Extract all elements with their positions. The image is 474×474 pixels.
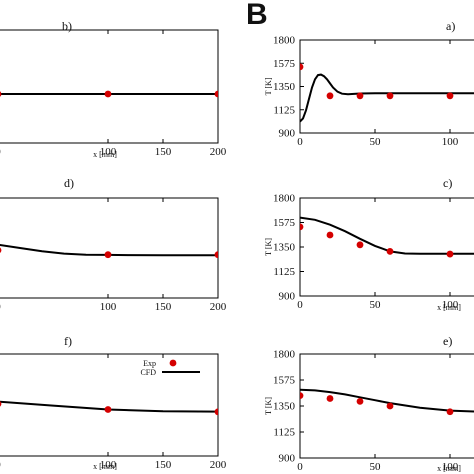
chart-c: 0 50 100 900 1125 1350 1575 1800 T [K] x [mm] c) [264, 176, 474, 312]
legend-label-cfd: CFD [140, 368, 156, 377]
x-tick-label: 150 [155, 301, 172, 313]
y-tick-label: 1575 [273, 217, 296, 229]
exp-data-point [326, 231, 334, 239]
exp-data-point [356, 397, 364, 405]
y-tick-label: 1575 [273, 58, 296, 70]
y-axis-label: T [K] [264, 238, 273, 256]
exp-data-point [0, 401, 2, 407]
x-tick-label: 50 [370, 461, 382, 473]
y-tick-label: 900 [279, 291, 296, 303]
x-tick-label: 100 [100, 301, 117, 313]
exp-data-point [214, 251, 218, 259]
y-tick-label: 1350 [273, 242, 296, 254]
exp-data-point [214, 408, 218, 416]
x-tick-label: 100 [442, 136, 459, 148]
exp-data-point [300, 63, 304, 71]
panel-label: f) [64, 334, 72, 348]
cfd-series-line [300, 216, 474, 255]
y-tick-label: 1125 [273, 104, 295, 116]
panel-label: d) [64, 176, 74, 190]
exp-data-point [300, 223, 304, 231]
data-layer [300, 216, 474, 258]
exp-data-point [326, 92, 334, 100]
data-layer [0, 400, 218, 416]
exp-data-point [356, 92, 364, 100]
x-tick-label: 100 [442, 299, 459, 311]
exp-data-point [326, 395, 334, 402]
y-tick-label: 1800 [273, 349, 296, 361]
exp-data-point [356, 241, 364, 249]
cfd-series-line [300, 388, 474, 413]
x-axis-label: x [mm] [437, 464, 461, 473]
x-tick-label: 100 [100, 459, 117, 471]
y-tick-label: 1350 [273, 401, 296, 413]
data-layer [0, 90, 218, 98]
x-tick-label: 200 [210, 146, 227, 158]
x-tick-label: 0 [0, 301, 1, 313]
exp-data-point [0, 247, 2, 253]
cfd-series-line [300, 73, 474, 123]
x-tick-label: 0 [0, 146, 1, 158]
x-axis-label: x [mm] [93, 150, 117, 159]
panel-label: b) [62, 19, 72, 33]
x-tick-label: 0 [0, 459, 1, 471]
x-tick-label: 50 [370, 136, 382, 148]
y-tick-label: 900 [279, 128, 296, 140]
plot-frame [0, 29, 219, 144]
x-tick-label: 150 [155, 146, 172, 158]
plot-frame [299, 197, 474, 297]
chart-b: 0 100 150 200 x [mm] b) [0, 19, 227, 159]
x-axis-label: x [mm] [437, 303, 461, 312]
data-layer [0, 243, 218, 259]
x-tick-label: 0 [297, 136, 303, 148]
section-label: B [246, 0, 268, 31]
legend-marker-exp [169, 359, 177, 367]
x-tick-label: 50 [370, 299, 382, 311]
y-axis-label: T [K] [264, 397, 273, 415]
exp-data-point [446, 408, 454, 416]
exp-data-point [386, 402, 394, 410]
panel-label: a) [446, 19, 455, 33]
y-axis-label: T [K] [264, 77, 273, 95]
chart-a: 0 50 100 900 1125 1350 1575 1800 T [K] a) [264, 19, 474, 148]
exp-data-point [386, 92, 394, 100]
y-tick-label: 1125 [273, 266, 295, 278]
plot-frame [299, 39, 474, 134]
chart-d: 0 100 150 200 d) [0, 176, 227, 313]
exp-data-point [386, 247, 394, 255]
panel-label: e) [443, 334, 452, 348]
exp-data-point [214, 90, 218, 98]
plot-frame [0, 197, 219, 299]
exp-data-point [300, 392, 304, 399]
y-tick-label: 1575 [273, 375, 296, 387]
exp-data-point [446, 250, 454, 258]
y-tick-label: 1350 [273, 81, 296, 93]
x-tick-label: 150 [155, 459, 172, 471]
data-layer [300, 63, 474, 123]
y-tick-label: 1800 [273, 35, 296, 47]
x-tick-label: 0 [297, 461, 303, 473]
x-tick-label: 0 [297, 299, 303, 311]
exp-data-point [104, 90, 112, 98]
chart-e: 0 50 100 900 1125 1350 1575 1800 T [K] x [mm] e) [264, 334, 474, 473]
exp-data-point [104, 251, 112, 259]
cfd-series-line [0, 243, 218, 257]
x-axis-label: x [mm] [93, 462, 117, 471]
data-layer [300, 388, 474, 416]
exp-data-point [0, 91, 2, 97]
y-tick-label: 1800 [273, 193, 296, 205]
y-tick-label: 900 [279, 453, 296, 465]
panel-label: c) [443, 176, 452, 190]
x-tick-label: 200 [210, 301, 227, 313]
legend-label-exp: Exp [143, 359, 156, 368]
exp-data-point [104, 406, 112, 413]
x-tick-label: 100 [100, 146, 117, 158]
y-tick-label: 1125 [273, 427, 295, 439]
exp-data-point [446, 92, 454, 100]
x-tick-label: 200 [210, 459, 227, 471]
x-tick-label: 100 [442, 461, 459, 473]
